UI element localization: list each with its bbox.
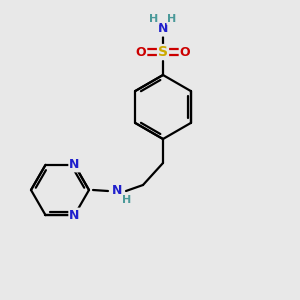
Text: H: H [149,14,159,24]
Text: O: O [136,46,146,59]
Text: N: N [158,22,168,35]
Text: N: N [69,208,80,222]
Text: H: H [122,195,132,205]
Text: N: N [112,184,122,197]
Text: S: S [158,45,168,59]
Text: N: N [69,158,80,171]
Text: H: H [167,14,177,24]
Text: O: O [180,46,190,59]
